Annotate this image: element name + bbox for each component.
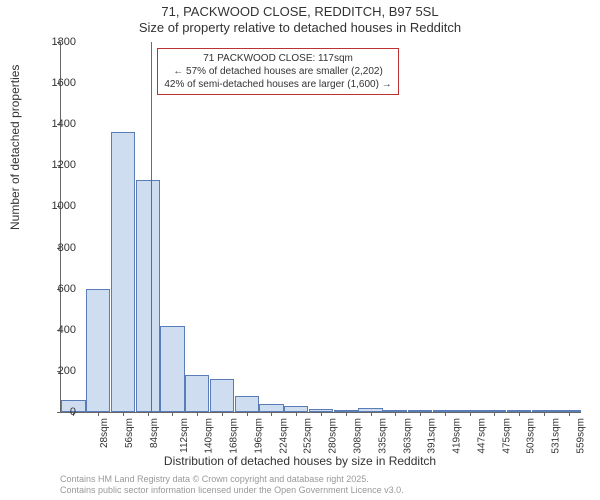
reference-line <box>151 42 152 412</box>
y-tick <box>57 412 61 413</box>
x-tick <box>222 412 223 416</box>
y-tick-label: 1800 <box>52 36 76 48</box>
x-tick-label: 140sqm <box>204 418 215 454</box>
x-tick <box>371 412 372 416</box>
histogram-bar <box>185 375 209 412</box>
x-tick <box>172 412 173 416</box>
x-tick-label: 391sqm <box>427 418 438 454</box>
x-tick <box>296 412 297 416</box>
histogram-bar <box>111 132 135 412</box>
x-tick <box>569 412 570 416</box>
annotation-line1: 71 PACKWOOD CLOSE: 117sqm <box>164 52 391 65</box>
footer-line1: Contains HM Land Registry data © Crown c… <box>60 474 404 485</box>
histogram-bar <box>235 396 259 412</box>
x-tick <box>247 412 248 416</box>
x-tick <box>123 412 124 416</box>
x-tick-label: 28sqm <box>99 418 110 448</box>
histogram-bar <box>160 326 184 412</box>
y-tick-label: 1400 <box>52 118 76 130</box>
x-tick <box>271 412 272 416</box>
x-tick-label: 335sqm <box>377 418 388 454</box>
y-tick-label: 800 <box>58 242 76 254</box>
x-tick <box>98 412 99 416</box>
x-tick <box>420 412 421 416</box>
annotation-line2: ← 57% of detached houses are smaller (2,… <box>164 65 391 78</box>
footer-line2: Contains public sector information licen… <box>60 485 404 496</box>
y-tick-label: 0 <box>70 406 76 418</box>
chart-container: 71, PACKWOOD CLOSE, REDDITCH, B97 5SL Si… <box>0 0 600 500</box>
x-tick-label: 308sqm <box>353 418 364 454</box>
x-tick <box>519 412 520 416</box>
x-tick <box>346 412 347 416</box>
x-tick <box>148 412 149 416</box>
x-tick <box>197 412 198 416</box>
y-tick-label: 200 <box>58 365 76 377</box>
histogram-bar <box>210 379 234 412</box>
chart-title: 71, PACKWOOD CLOSE, REDDITCH, B97 5SL <box>0 4 600 19</box>
x-tick-label: 447sqm <box>476 418 487 454</box>
y-tick-label: 600 <box>58 283 76 295</box>
annotation-line3: 42% of semi-detached houses are larger (… <box>164 78 391 91</box>
x-tick-label: 503sqm <box>526 418 537 454</box>
histogram-bar <box>136 180 160 412</box>
x-tick-label: 168sqm <box>229 418 240 454</box>
y-tick-label: 1200 <box>52 159 76 171</box>
y-tick-label: 1600 <box>52 77 76 89</box>
x-tick-label: 112sqm <box>179 418 190 453</box>
x-tick <box>470 412 471 416</box>
x-tick-label: 280sqm <box>328 418 339 454</box>
x-axis-label: Distribution of detached houses by size … <box>0 454 600 468</box>
x-tick-label: 252sqm <box>303 418 314 454</box>
x-tick-label: 196sqm <box>254 418 265 454</box>
x-tick <box>494 412 495 416</box>
y-tick-label: 400 <box>58 324 76 336</box>
x-tick <box>445 412 446 416</box>
plot-area: 71 PACKWOOD CLOSE: 117sqm← 57% of detach… <box>60 42 581 413</box>
y-axis-label: Number of detached properties <box>8 65 22 230</box>
annotation-box: 71 PACKWOOD CLOSE: 117sqm← 57% of detach… <box>157 48 398 95</box>
x-tick-label: 559sqm <box>575 418 586 454</box>
histogram-bar <box>86 289 110 412</box>
footer-attribution: Contains HM Land Registry data © Crown c… <box>60 474 404 496</box>
x-tick-label: 475sqm <box>501 418 512 454</box>
x-tick-label: 531sqm <box>551 418 562 454</box>
y-tick-label: 1000 <box>52 200 76 212</box>
x-tick <box>395 412 396 416</box>
x-tick-label: 84sqm <box>149 418 160 448</box>
x-tick <box>544 412 545 416</box>
x-tick-label: 56sqm <box>124 418 135 448</box>
chart-subtitle: Size of property relative to detached ho… <box>0 20 600 35</box>
x-tick-label: 224sqm <box>278 418 289 454</box>
x-tick-label: 419sqm <box>452 418 463 454</box>
histogram-bar <box>259 404 283 412</box>
x-tick-label: 363sqm <box>402 418 413 454</box>
x-tick <box>321 412 322 416</box>
